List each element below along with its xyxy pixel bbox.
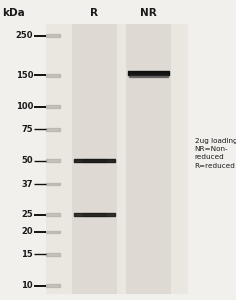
Bar [46, 24, 188, 294]
Text: 50: 50 [21, 156, 33, 165]
Text: 20: 20 [21, 227, 33, 236]
Text: 75: 75 [21, 124, 33, 134]
Text: 100: 100 [16, 102, 33, 111]
Text: 10: 10 [21, 281, 33, 290]
Text: 25: 25 [21, 210, 33, 219]
Text: 250: 250 [16, 31, 33, 40]
Text: kDa: kDa [2, 8, 25, 18]
Text: R: R [90, 8, 98, 18]
Text: NR: NR [140, 8, 157, 18]
Text: 15: 15 [21, 250, 33, 259]
Bar [72, 24, 117, 294]
Text: 2ug loading
NR=Non-
reduced
R=reduced: 2ug loading NR=Non- reduced R=reduced [195, 138, 236, 169]
Text: 37: 37 [21, 180, 33, 189]
Text: 150: 150 [16, 71, 33, 80]
Bar [126, 24, 171, 294]
